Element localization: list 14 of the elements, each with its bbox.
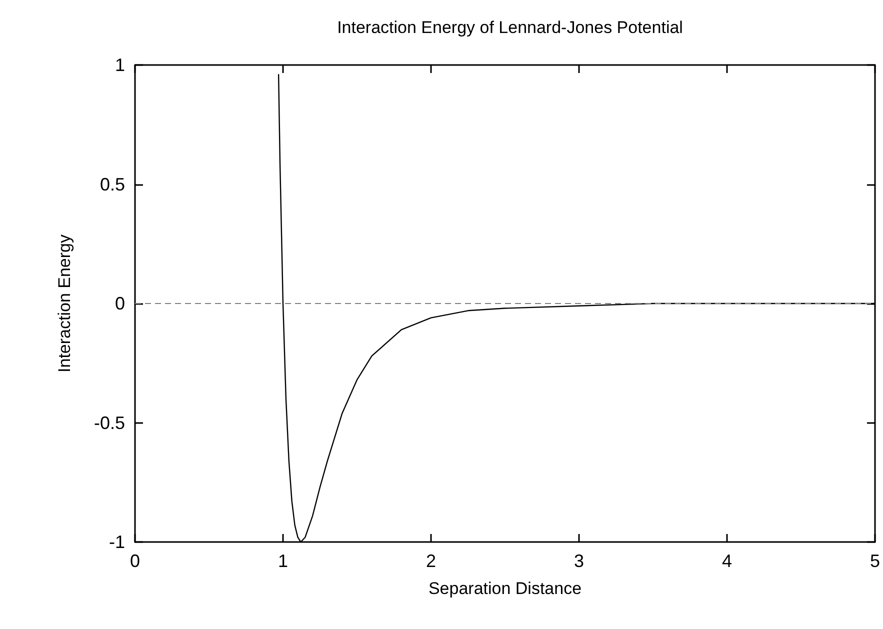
y-tick-label: -0.5 [94, 412, 125, 433]
x-tick-label: 3 [574, 551, 584, 571]
y-axis-title: Interaction Energy [55, 234, 74, 372]
y-tick-label: 0 [114, 294, 125, 314]
x-tick-label: 1 [278, 551, 288, 571]
x-tick-label: 0 [130, 551, 140, 571]
chart-title: Interaction Energy of Lennard-Jones Potential [337, 18, 683, 37]
x-axis-title: Separation Distance [428, 579, 582, 598]
x-tick-label: 2 [426, 551, 436, 571]
x-tick-label: 4 [722, 551, 732, 571]
y-tick-label: 0.5 [100, 174, 125, 194]
y-tick-label: -1 [108, 532, 125, 552]
y-tick-label: 1 [114, 55, 125, 75]
x-tick-label: 5 [870, 551, 880, 571]
